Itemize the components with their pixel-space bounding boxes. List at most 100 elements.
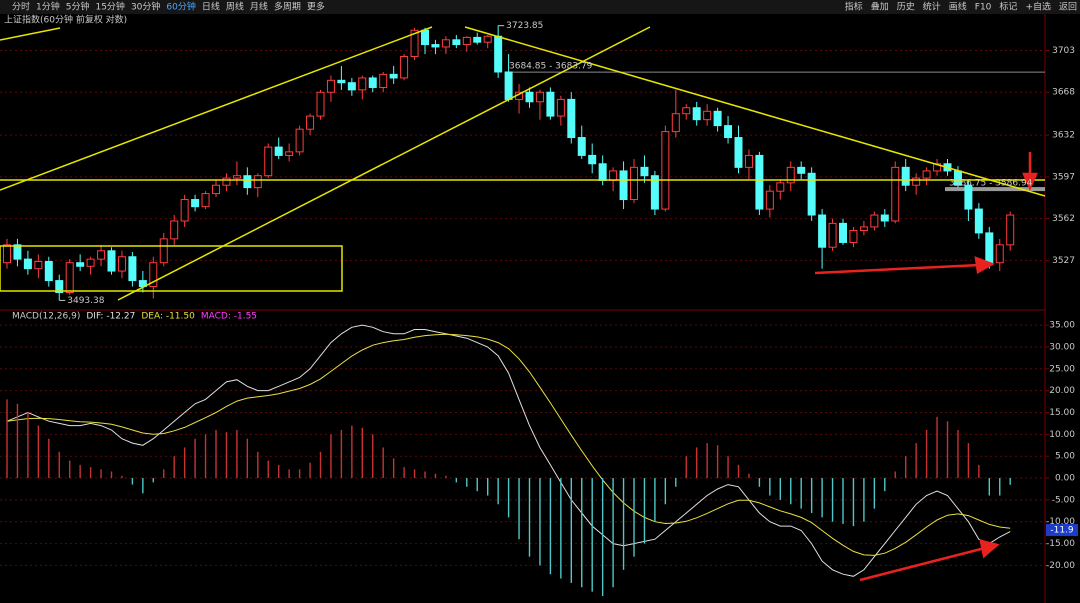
y-tick-label: 15.00	[1049, 408, 1075, 418]
level-label: 3684.85 - 3683.79	[509, 62, 593, 72]
candle-body	[912, 177, 921, 186]
candle-body	[170, 220, 179, 240]
macd-line	[6, 333, 1011, 556]
candle-body	[828, 222, 837, 248]
candle-body	[786, 166, 795, 184]
candle-body	[985, 232, 994, 264]
period-tab[interactable]: 月线	[250, 1, 268, 13]
candle-body	[431, 44, 440, 48]
tool-button[interactable]: 画线	[949, 1, 967, 13]
candle-body	[400, 55, 409, 79]
period-tab[interactable]: 30分钟	[131, 1, 160, 13]
high-label: 3723.85	[506, 21, 543, 31]
candle-body	[755, 154, 764, 210]
candle-body	[891, 166, 900, 222]
tool-button[interactable]: 返回	[1059, 1, 1077, 13]
candle-body	[117, 256, 126, 272]
candle-body	[818, 214, 827, 248]
candle-body	[598, 163, 607, 181]
price-level	[945, 187, 1045, 192]
candle-body	[556, 98, 565, 117]
candle-body	[671, 113, 680, 133]
candle-body	[807, 172, 816, 216]
macd-line	[6, 324, 1011, 577]
tool-button[interactable]: 叠加	[871, 2, 889, 13]
y-tick-label: 25.00	[1049, 364, 1075, 374]
y-tick-label: 5.00	[1055, 452, 1075, 462]
candle-body	[776, 182, 785, 192]
y-tick-label: 30.00	[1049, 342, 1075, 352]
tool-button[interactable]: 标记	[999, 1, 1017, 13]
candle-body	[692, 107, 701, 121]
candle-body	[473, 36, 482, 43]
candle-body	[337, 79, 346, 84]
tool-button[interactable]: 统计	[923, 1, 941, 13]
candle-body	[525, 91, 534, 103]
period-tab[interactable]: 日线	[202, 1, 220, 13]
arrow	[814, 263, 981, 275]
candle-body	[285, 151, 294, 156]
arrow-head	[979, 539, 1000, 559]
candle-body	[797, 166, 806, 174]
candle-body	[724, 125, 733, 139]
y-tick-label: 3527	[1052, 256, 1075, 266]
candle-body	[55, 280, 64, 294]
candle-body	[703, 110, 712, 121]
tool-button[interactable]: 指标	[845, 1, 863, 13]
candle-body	[1006, 214, 1015, 246]
candle-body	[609, 170, 618, 181]
period-tab[interactable]: 多周期	[274, 1, 301, 13]
candle-body	[295, 128, 304, 153]
candle-body	[253, 175, 262, 189]
candle-body	[682, 107, 691, 115]
trend-line	[0, 26, 433, 191]
drawings	[0, 26, 1046, 301]
candle-body	[588, 154, 597, 165]
candle-body	[870, 214, 879, 228]
last-value-label: -11.9	[1050, 526, 1074, 536]
tool-button[interactable]: F10	[975, 3, 992, 13]
y-tick-label: 35.00	[1049, 321, 1075, 331]
candle-body	[23, 258, 32, 270]
chart-title: 上证指数(60分钟 前复权 对数)	[4, 14, 127, 26]
period-tab[interactable]: 5分钟	[66, 1, 90, 13]
tool-button[interactable]: +自选	[1025, 1, 1051, 13]
candle-body	[65, 262, 74, 294]
candle-body	[765, 190, 774, 210]
y-tick-label: 3668	[1052, 88, 1075, 98]
indicator-title: MACD(12,26,9)	[12, 312, 80, 322]
period-tab[interactable]: 1分钟	[36, 1, 60, 13]
period-tab[interactable]: 更多	[307, 1, 325, 13]
candle-body	[630, 166, 638, 201]
candle-body	[462, 36, 471, 46]
candle-body	[535, 91, 544, 103]
period-tab[interactable]: 分时	[12, 1, 30, 13]
candle-body	[713, 110, 722, 127]
candle-body	[619, 170, 628, 201]
candle-body	[964, 184, 973, 210]
candle-body	[379, 73, 388, 88]
candle-body	[97, 250, 106, 260]
candle-body	[44, 261, 53, 282]
y-tick-label: 0.00	[1055, 474, 1075, 484]
candle-body	[326, 79, 335, 93]
toolbar	[0, 0, 1080, 14]
period-tab[interactable]: 15分钟	[95, 1, 124, 13]
arrow-head	[974, 256, 995, 274]
candle-body	[441, 39, 450, 48]
tool-button[interactable]: 历史	[897, 1, 915, 13]
period-tab[interactable]: 60分钟	[166, 1, 195, 13]
candle-body	[128, 256, 137, 282]
trend-line	[464, 26, 1046, 197]
candle-body	[734, 137, 743, 168]
candle-body	[452, 39, 461, 46]
y-tick-label: -15.00	[1046, 539, 1075, 549]
candle-body	[243, 175, 252, 189]
candle-body	[974, 208, 983, 234]
trend-line	[117, 26, 651, 301]
candle-body	[191, 199, 200, 208]
plot-area	[0, 25, 1045, 597]
candle-body	[849, 230, 858, 243]
period-tab[interactable]: 周线	[226, 1, 244, 13]
